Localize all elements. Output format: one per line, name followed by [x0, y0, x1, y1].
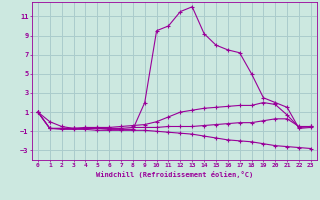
X-axis label: Windchill (Refroidissement éolien,°C): Windchill (Refroidissement éolien,°C) — [96, 171, 253, 178]
